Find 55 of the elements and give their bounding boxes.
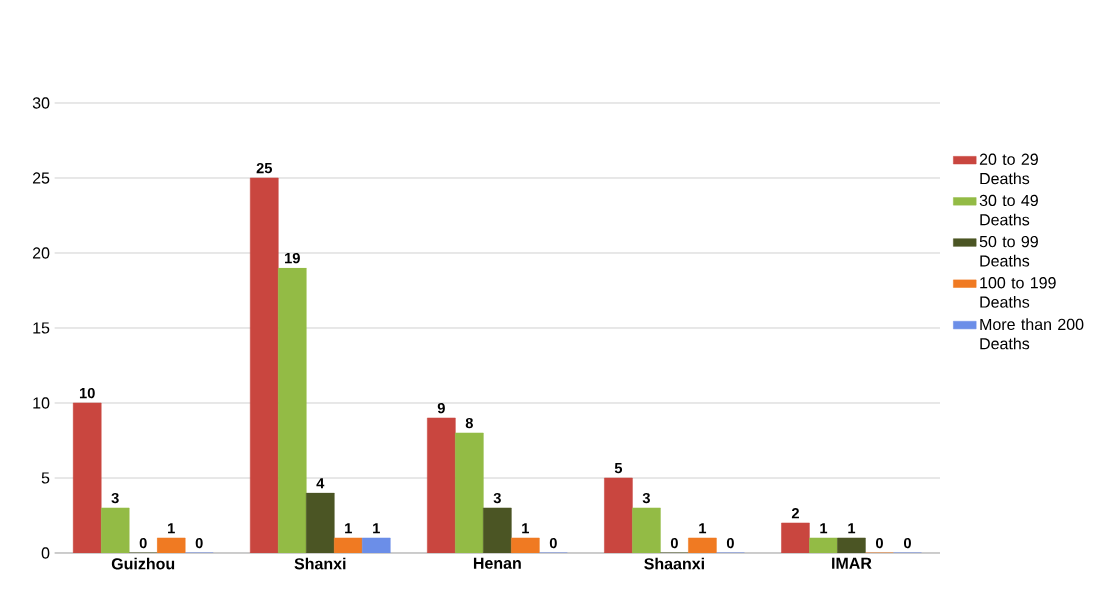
bar bbox=[156, 537, 186, 553]
data-label: 25 bbox=[256, 162, 272, 174]
data-label: 1 bbox=[345, 523, 352, 534]
data-label: 1 bbox=[373, 523, 380, 534]
bar bbox=[306, 492, 335, 553]
data-label: 8 bbox=[465, 417, 473, 429]
data-label: 1 bbox=[522, 523, 529, 534]
data-label: 0 bbox=[139, 537, 147, 549]
y-tick-label: 25 bbox=[32, 172, 50, 184]
bar bbox=[688, 537, 717, 553]
data-label: 9 bbox=[437, 402, 445, 414]
bar bbox=[483, 507, 512, 553]
data-label: 3 bbox=[493, 492, 501, 504]
data-label: 0 bbox=[195, 537, 203, 549]
data-label: 1 bbox=[848, 523, 856, 534]
bar bbox=[362, 537, 391, 553]
y-tick-label: 15 bbox=[33, 322, 50, 334]
legend-label: 30 to 49 Deaths bbox=[979, 194, 1038, 226]
legend-label: 50 to 99 Deaths bbox=[979, 235, 1038, 267]
data-label: 1 bbox=[168, 523, 175, 534]
data-label: 0 bbox=[903, 537, 911, 549]
bar bbox=[809, 537, 838, 553]
legend-label: 20 to 29 Deaths bbox=[979, 153, 1038, 185]
y-tick-label: 10 bbox=[33, 397, 50, 409]
bar bbox=[100, 507, 130, 553]
data-label: 5 bbox=[614, 463, 623, 474]
y-tick-label: 5 bbox=[41, 472, 50, 484]
y-tick-label: 20 bbox=[32, 247, 50, 259]
x-tick-label: Henan bbox=[473, 557, 521, 569]
x-tick-label: IMAR bbox=[832, 557, 872, 569]
y-tick-label: 30 bbox=[32, 97, 50, 109]
bar bbox=[632, 507, 661, 553]
data-label: 1 bbox=[820, 523, 828, 534]
data-label: 3 bbox=[642, 492, 650, 504]
x-tick-label: Shaanxi bbox=[644, 557, 704, 570]
legend-label: 100 to 199 Deaths bbox=[980, 277, 1056, 308]
data-label: 4 bbox=[316, 478, 325, 489]
data-label: 1 bbox=[699, 523, 707, 534]
data-label: 0 bbox=[875, 537, 883, 549]
bar bbox=[278, 267, 307, 553]
data-label: 0 bbox=[670, 537, 678, 549]
data-label: 0 bbox=[726, 537, 734, 549]
legend-label: More than 200 Deaths bbox=[980, 318, 1084, 350]
data-label: 0 bbox=[549, 537, 557, 549]
bar bbox=[511, 537, 540, 553]
x-tick-label: Shanxi bbox=[294, 557, 346, 570]
data-label: 10 bbox=[79, 387, 95, 399]
bar bbox=[334, 537, 363, 553]
bar bbox=[455, 432, 484, 553]
y-tick-label: 0 bbox=[41, 547, 50, 559]
data-label: 2 bbox=[791, 508, 799, 519]
data-label: 19 bbox=[285, 252, 300, 264]
x-tick-label: Guizhou bbox=[111, 557, 175, 570]
data-label: 3 bbox=[111, 492, 119, 504]
bar bbox=[837, 537, 866, 553]
